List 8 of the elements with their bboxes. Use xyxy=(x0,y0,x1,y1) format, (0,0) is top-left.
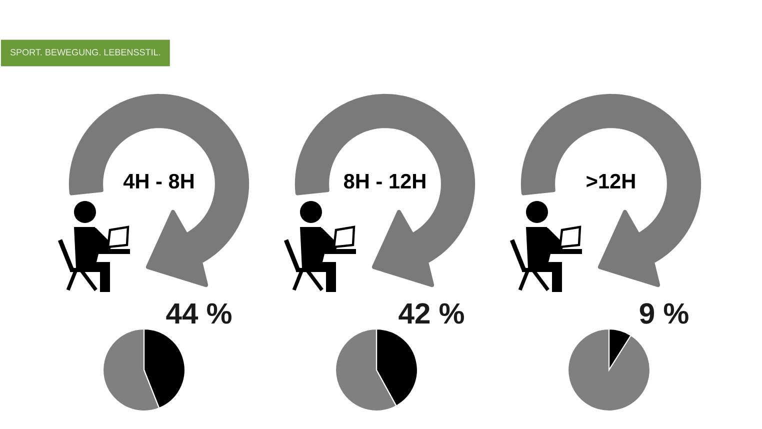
pie-slice xyxy=(567,328,651,412)
data-label: 42 % xyxy=(398,303,464,324)
data-label: 9 % xyxy=(640,303,688,324)
data-label: 44 % xyxy=(166,303,232,324)
text: SPORT. BEWEGUNG. LEBENSSTIL. xyxy=(10,49,160,56)
chart-title: 4H - 8H xyxy=(123,174,194,189)
chart-title: >12H xyxy=(586,174,635,188)
chart-title: 8H - 12H xyxy=(344,174,426,189)
